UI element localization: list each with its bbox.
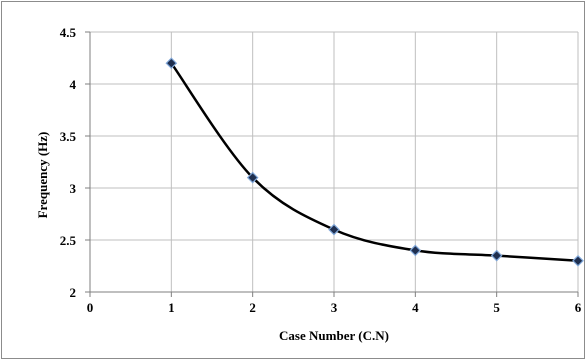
y-tick-label: 2 [70, 285, 77, 300]
x-tick-label: 3 [331, 300, 338, 315]
x-tick-label: 6 [575, 300, 582, 315]
x-axis-title: Case Number (C.N) [279, 328, 389, 343]
y-tick-label: 3 [70, 181, 77, 196]
series-line [170, 62, 579, 263]
x-tick-label: 1 [168, 300, 175, 315]
series-layer [165, 57, 584, 267]
axes [85, 31, 579, 297]
data-point-marker [246, 171, 259, 184]
data-point-marker [409, 244, 422, 257]
x-tick-label: 4 [412, 300, 419, 315]
y-tick-label: 4 [70, 77, 77, 92]
y-tick-label: 4.5 [60, 25, 77, 40]
data-point-marker [490, 249, 503, 262]
y-axis-title: Frequency (Hz) [35, 132, 50, 219]
y-tick-label: 3.5 [60, 129, 77, 144]
data-point-marker [572, 254, 584, 267]
tick-labels: 0 1 2 3 4 5 6 2 2.5 3 3.5 4 4.5 [60, 25, 582, 315]
y-tick-label: 2.5 [60, 233, 77, 248]
x-tick-label: 5 [493, 300, 500, 315]
grid-lines [90, 31, 579, 292]
data-point-marker [165, 57, 178, 70]
data-point-marker [328, 223, 340, 236]
x-tick-label: 2 [249, 300, 256, 315]
x-tick-label: 0 [87, 300, 94, 315]
